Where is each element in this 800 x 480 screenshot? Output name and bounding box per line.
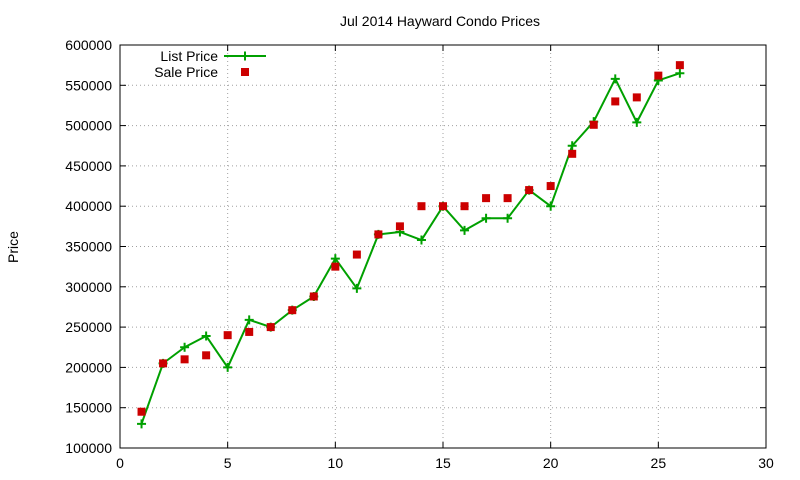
sale-price-point	[395, 222, 404, 231]
sale-price-point	[417, 202, 426, 211]
x-tick-label: 5	[224, 455, 232, 471]
legend-label: List Price	[160, 48, 218, 64]
legend-label: Sale Price	[154, 64, 218, 80]
sale-price-series	[137, 61, 684, 416]
sale-price-point	[352, 250, 361, 259]
sale-price-point	[309, 292, 318, 301]
y-tick-label: 200000	[65, 359, 112, 375]
list-price-point	[201, 331, 211, 341]
sale-price-point	[568, 149, 577, 158]
sale-price-point	[460, 202, 469, 211]
sale-price-point	[180, 355, 189, 364]
sale-price-point	[439, 202, 447, 211]
x-tick-label: 15	[435, 455, 451, 471]
sale-price-point	[241, 68, 249, 76]
list-price-point	[240, 51, 250, 61]
axis-ticks: 100000 150000 200000 250000 300000 350000 4000…	[65, 37, 774, 471]
sale-price-point	[589, 120, 598, 129]
y-tick-label: 150000	[65, 400, 112, 416]
sale-price-point	[482, 194, 491, 203]
sale-price-point	[137, 407, 146, 416]
sale-price-point	[223, 331, 232, 340]
x-tick-label: 25	[651, 455, 667, 471]
y-tick-label: 100000	[65, 440, 112, 456]
sale-price-point	[675, 61, 684, 70]
x-tick-label: 30	[758, 455, 774, 471]
sale-price-point	[331, 262, 340, 271]
list-price-point	[675, 68, 685, 78]
sale-price-point	[159, 359, 168, 368]
list-price-point	[330, 254, 340, 264]
list-price-point	[610, 74, 620, 84]
sale-price-point	[245, 327, 254, 336]
list-price-point	[567, 141, 577, 151]
sale-price-point	[374, 230, 383, 239]
sale-price-point	[611, 97, 620, 106]
chart-title: Jul 2014 Hayward Condo Prices	[340, 13, 540, 29]
list-price-point	[352, 283, 362, 293]
list-price-point	[244, 315, 254, 325]
list-price-point	[223, 362, 233, 372]
y-tick-label: 350000	[65, 239, 112, 255]
list-price-line	[140, 72, 681, 425]
y-tick-label: 500000	[65, 118, 112, 134]
list-price-point	[503, 213, 513, 223]
y-tick-label: 600000	[65, 37, 112, 53]
x-tick-label: 10	[328, 455, 344, 471]
sale-price-point	[503, 194, 512, 203]
x-tick-label: 0	[116, 455, 124, 471]
sale-price-point	[525, 186, 534, 195]
list-price-point	[481, 213, 491, 223]
list-price-point	[416, 235, 426, 245]
y-tick-label: 400000	[65, 198, 112, 214]
list-price-point	[180, 342, 190, 352]
y-tick-label: 300000	[65, 279, 112, 295]
list-price-point	[632, 117, 642, 127]
list-price-point	[546, 201, 556, 211]
list-price-point	[137, 419, 147, 429]
sale-price-point	[546, 182, 555, 191]
y-axis-label: Price	[5, 231, 21, 263]
sale-price-point	[288, 306, 297, 315]
sale-price-point	[266, 323, 275, 332]
list-price-point	[460, 225, 470, 235]
sale-price-point	[654, 71, 663, 80]
list-price-series	[137, 68, 685, 429]
y-tick-label: 250000	[65, 319, 112, 335]
sale-price-point	[632, 93, 641, 102]
grid	[120, 45, 766, 448]
series	[137, 61, 685, 429]
y-tick-label: 550000	[65, 77, 112, 93]
sale-price-point	[202, 351, 211, 360]
x-tick-label: 20	[543, 455, 559, 471]
y-tick-label: 450000	[65, 158, 112, 174]
